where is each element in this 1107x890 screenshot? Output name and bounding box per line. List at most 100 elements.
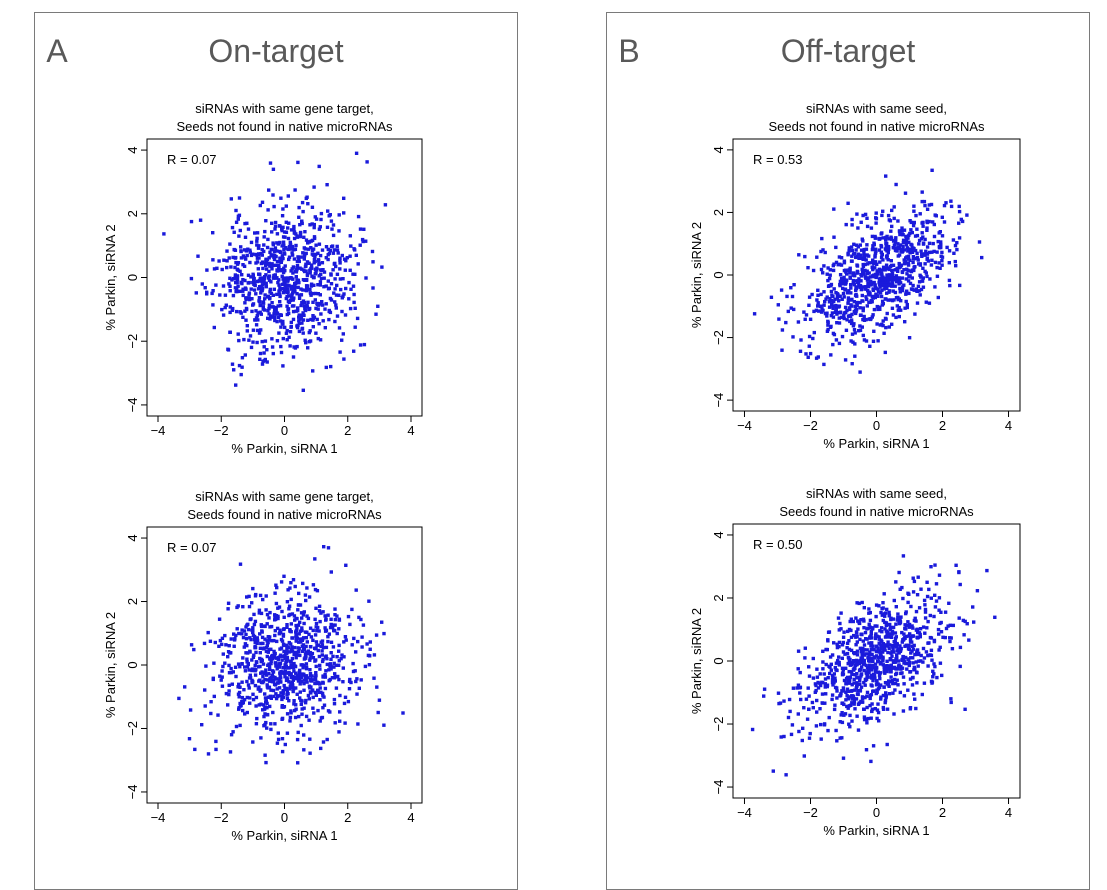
chart2-data-point bbox=[281, 642, 286, 647]
chart1-data-point bbox=[274, 310, 278, 314]
chart1-data-point bbox=[294, 275, 298, 279]
chart2-data-point bbox=[304, 677, 308, 681]
chart4-data-point bbox=[900, 630, 904, 635]
chart2-data-point bbox=[333, 623, 337, 627]
chart1-data-point bbox=[288, 298, 292, 303]
chart4-data-point bbox=[814, 724, 819, 728]
chart3-data-point bbox=[920, 254, 924, 258]
chart4-data-point bbox=[864, 652, 869, 656]
chart4-data-point bbox=[931, 675, 935, 679]
chart2-data-point bbox=[291, 683, 295, 687]
chart2-data-point bbox=[250, 679, 255, 684]
chart3-data-point bbox=[949, 204, 954, 209]
chart3-data-point bbox=[933, 285, 937, 289]
chart2-data-point bbox=[247, 594, 251, 599]
chart3-data-point bbox=[901, 240, 906, 245]
chart1-data-point bbox=[290, 293, 294, 297]
chart2-data-point bbox=[282, 649, 286, 654]
chart3-data-point bbox=[786, 309, 790, 314]
chart1-data-point bbox=[278, 304, 283, 308]
chart1-data-point bbox=[234, 208, 238, 213]
chart1-data-point bbox=[305, 286, 309, 291]
chart1-data-point bbox=[278, 240, 282, 245]
chart3-data-point bbox=[907, 275, 911, 279]
chart2-data-point bbox=[240, 632, 244, 636]
chart1-data-point bbox=[237, 338, 241, 343]
chart1-data-point bbox=[271, 167, 276, 171]
chart4-data-point bbox=[867, 653, 871, 657]
chart2-data-point bbox=[241, 656, 245, 660]
chart4-data-point bbox=[845, 646, 849, 650]
chart3-data-point bbox=[896, 277, 900, 281]
chart2-data-point bbox=[321, 657, 325, 662]
chart2-data-point bbox=[374, 633, 379, 637]
chart3-data-point bbox=[887, 289, 892, 293]
chart1-data-point bbox=[270, 301, 274, 305]
chart4-x-tick-label: 2 bbox=[939, 805, 946, 820]
chart3-data-point bbox=[871, 294, 875, 299]
chart1-data-point bbox=[306, 247, 311, 251]
chart1-data-point bbox=[318, 280, 323, 284]
chart1-data-point bbox=[210, 291, 214, 296]
chart4-data-point bbox=[887, 613, 891, 618]
chart2-data-point bbox=[377, 698, 382, 702]
chart2-data-point bbox=[240, 628, 244, 632]
chart4-data-point bbox=[870, 668, 874, 672]
chart2-data-point bbox=[304, 714, 309, 719]
chart3-data-point bbox=[891, 263, 896, 267]
chart1-data-point bbox=[374, 312, 378, 316]
chart3-data-point bbox=[828, 273, 832, 277]
chart3-data-point bbox=[859, 220, 863, 224]
chart1-data-point bbox=[351, 284, 356, 288]
chart4-data-point bbox=[852, 697, 856, 701]
chart1-data-point bbox=[317, 164, 321, 169]
chart4-data-point bbox=[932, 614, 936, 619]
chart2-data-point bbox=[328, 662, 333, 666]
chart1-data-point bbox=[297, 329, 302, 334]
chart1-data-point bbox=[280, 282, 285, 287]
chart4-data-point bbox=[863, 630, 868, 635]
chart3-data-point bbox=[807, 344, 811, 348]
chart1-data-point bbox=[231, 306, 235, 311]
chart2-data-point bbox=[307, 697, 311, 701]
chart3-data-point bbox=[947, 278, 952, 283]
chart4-data-point bbox=[822, 672, 826, 676]
chart2-data-point bbox=[266, 678, 270, 682]
chart3-data-point bbox=[917, 289, 922, 293]
chart1-data-point bbox=[237, 234, 241, 238]
chart2-data-point bbox=[254, 695, 259, 700]
chart1-data-point bbox=[239, 245, 243, 249]
chart4-data-point bbox=[915, 593, 920, 597]
chart4-data-point bbox=[877, 719, 881, 723]
chart2-data-point bbox=[304, 598, 308, 603]
chart3-data-point bbox=[938, 266, 942, 270]
chart3-data-point bbox=[897, 282, 901, 286]
chart2-data-point bbox=[278, 630, 282, 635]
chart1-data-point bbox=[314, 331, 318, 335]
chart2-data-point bbox=[280, 697, 284, 702]
chart2-data-point bbox=[236, 685, 240, 689]
chart2-data-point bbox=[265, 622, 269, 626]
chart4-data-point bbox=[876, 682, 880, 686]
chart1-data-point bbox=[278, 319, 283, 323]
chart4-data-point bbox=[888, 657, 892, 661]
chart3-data-point bbox=[905, 302, 909, 307]
chart3-data-point bbox=[894, 236, 898, 240]
chart3-data-point bbox=[903, 320, 907, 324]
chart2-data-point bbox=[280, 717, 284, 721]
chart2-data-point bbox=[233, 665, 238, 669]
chart4-data-point bbox=[890, 654, 894, 658]
chart1-data-point bbox=[241, 315, 245, 319]
chart4-data-point bbox=[841, 635, 846, 639]
chart4-data-point bbox=[890, 644, 895, 648]
chart2-data-point bbox=[282, 615, 286, 619]
chart3-data-point bbox=[877, 248, 882, 252]
chart1-data-point bbox=[333, 319, 337, 324]
chart2-data-point bbox=[232, 632, 236, 636]
chart4-data-point bbox=[827, 715, 831, 720]
chart3-data-point bbox=[832, 287, 836, 291]
chart1-data-point bbox=[286, 247, 290, 252]
chart2-data-point bbox=[300, 649, 305, 653]
chart1-data-point bbox=[327, 308, 331, 313]
chart4-data-point bbox=[914, 706, 918, 711]
